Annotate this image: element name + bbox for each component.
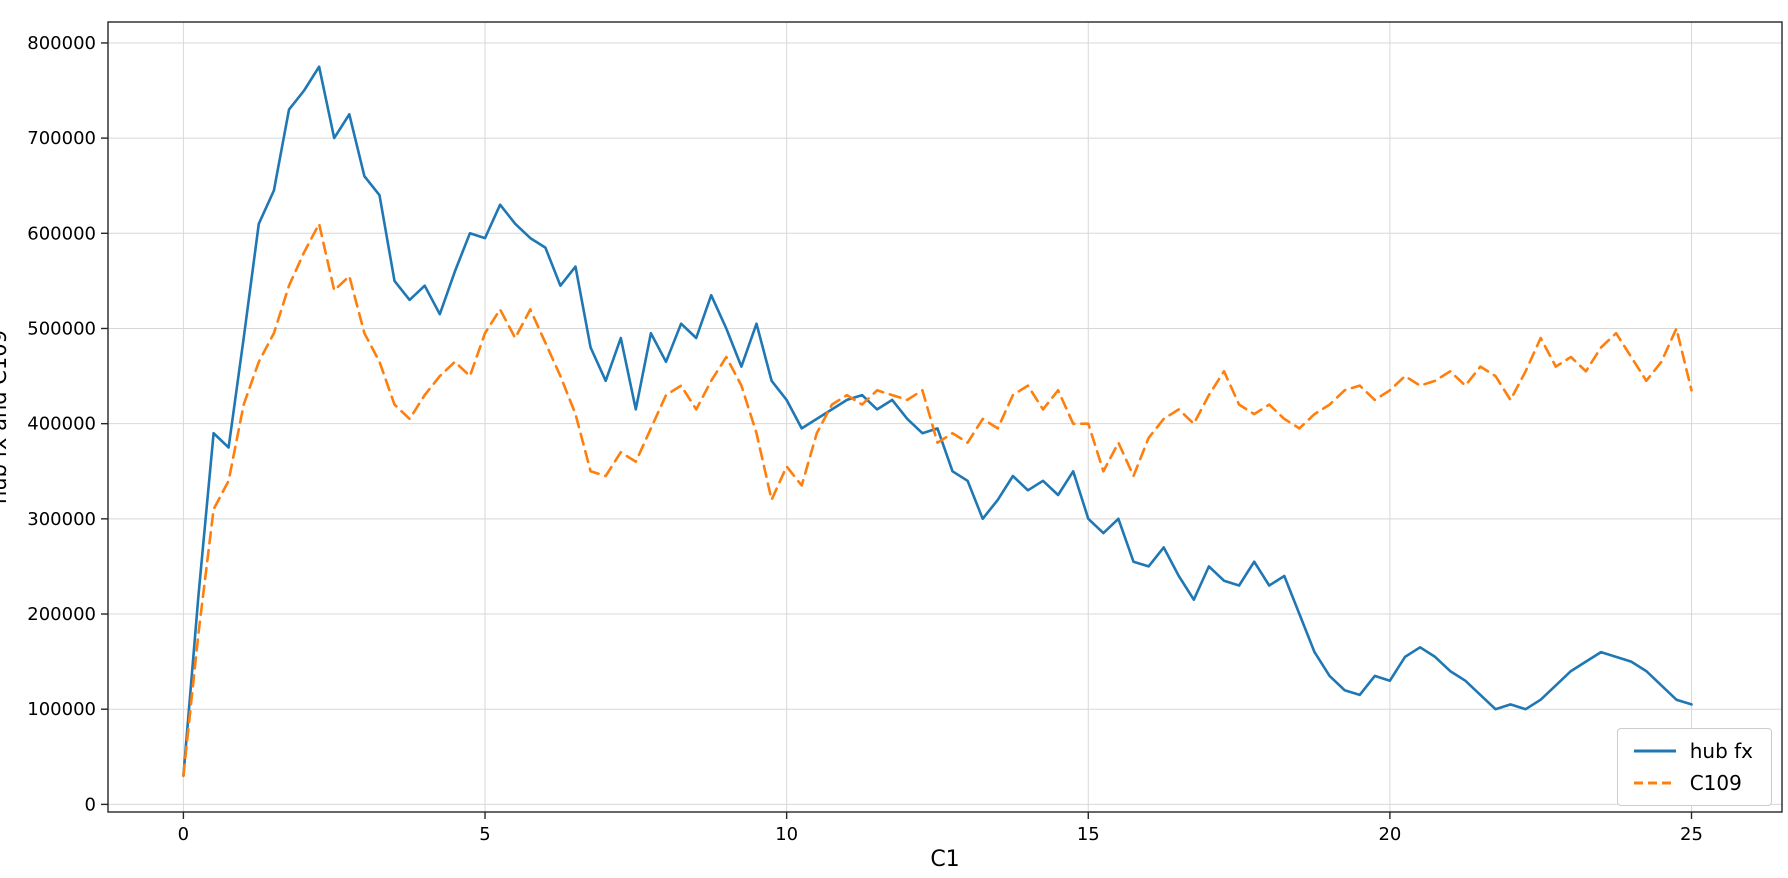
y-tick-label: 400000	[27, 414, 96, 435]
y-tick-label: 700000	[27, 128, 96, 149]
plot-border	[107, 21, 1783, 813]
y-tick-label: 0	[85, 794, 96, 815]
y-tick-label: 100000	[27, 699, 96, 720]
y-tick-label: 800000	[27, 33, 96, 54]
x-tick-label: 0	[178, 824, 189, 845]
x-tick-label: 10	[775, 824, 798, 845]
y-tick-label: 200000	[27, 604, 96, 625]
x-axis-label: C1	[930, 847, 959, 872]
y-tick-label: 500000	[27, 318, 96, 339]
legend-label: C109	[1689, 771, 1742, 795]
x-tick-label: 5	[479, 824, 490, 845]
x-tick-label: 25	[1680, 824, 1703, 845]
legend: hub fx C109	[1616, 728, 1772, 806]
legend-line-solid-icon	[1633, 749, 1676, 753]
x-tick-label: 20	[1378, 824, 1401, 845]
legend-item-c109: C109	[1632, 773, 1753, 793]
y-axis-label: hub fx and C109	[0, 330, 11, 504]
legend-item-hub-fx: hub fx	[1632, 741, 1753, 761]
series-hub-fx-line	[182, 65, 1693, 778]
y-tick-label: 300000	[27, 509, 96, 530]
legend-line-dashed-icon	[1633, 781, 1676, 785]
legend-label: hub fx	[1689, 739, 1753, 763]
series-c109-line	[182, 222, 1693, 778]
y-tick-label: 600000	[27, 223, 96, 244]
x-tick-label: 15	[1077, 824, 1100, 845]
